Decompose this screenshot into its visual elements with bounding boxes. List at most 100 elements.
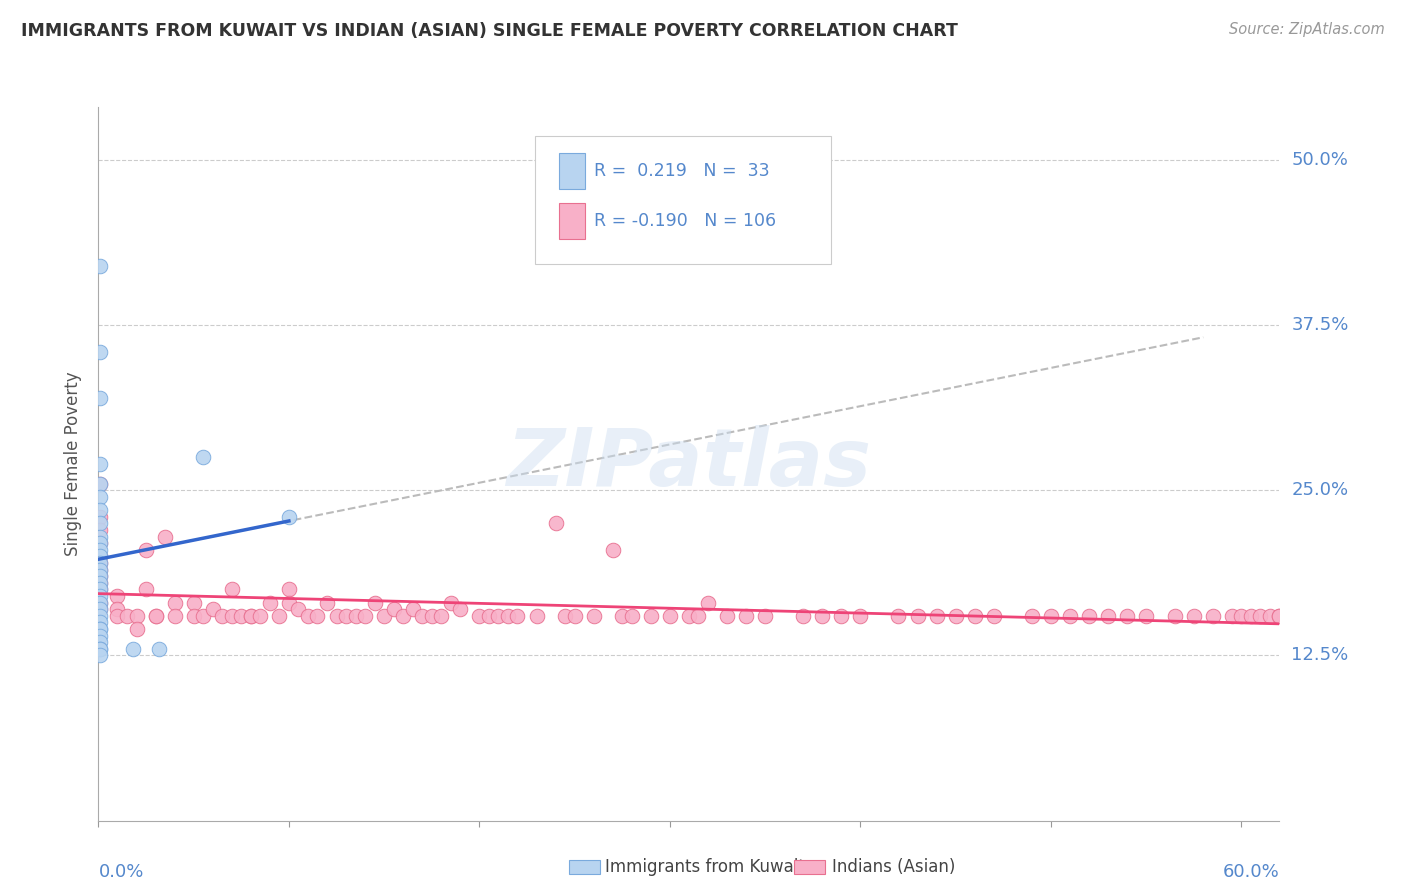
Point	[344, 608, 367, 623]
Point	[678, 608, 700, 623]
Point	[89, 563, 111, 577]
Text: 25.0%: 25.0%	[1291, 482, 1348, 500]
Point	[89, 641, 111, 656]
Point	[277, 582, 299, 597]
Point	[89, 641, 111, 656]
Point	[307, 608, 329, 623]
Point	[792, 608, 814, 623]
Point	[849, 608, 872, 623]
Point	[316, 596, 339, 610]
Point	[735, 608, 758, 623]
Point	[193, 450, 215, 465]
Text: 60.0%: 60.0%	[1223, 863, 1279, 881]
Point	[1220, 608, 1243, 623]
Point	[1135, 608, 1157, 623]
Point	[1163, 608, 1185, 623]
Point	[89, 582, 111, 597]
Point	[89, 536, 111, 550]
Point	[89, 457, 111, 471]
Point	[183, 608, 205, 623]
Point	[163, 608, 186, 623]
Point	[89, 556, 111, 570]
Point	[89, 615, 111, 630]
Point	[89, 622, 111, 636]
Point	[1268, 608, 1291, 623]
Text: IMMIGRANTS FROM KUWAIT VS INDIAN (ASIAN) SINGLE FEMALE POVERTY CORRELATION CHART: IMMIGRANTS FROM KUWAIT VS INDIAN (ASIAN)…	[21, 22, 957, 40]
Point	[135, 542, 157, 557]
Point	[1097, 608, 1119, 623]
Point	[544, 516, 567, 531]
Point	[89, 596, 111, 610]
Point	[89, 582, 111, 597]
Point	[420, 608, 443, 623]
Point	[1021, 608, 1043, 623]
Point	[1202, 608, 1225, 623]
Text: 50.0%: 50.0%	[1291, 151, 1348, 169]
Point	[89, 549, 111, 564]
Point	[89, 509, 111, 524]
Point	[468, 608, 491, 623]
Point	[354, 608, 377, 623]
Point	[620, 608, 643, 623]
Point	[1268, 608, 1291, 623]
Point	[89, 391, 111, 405]
Point	[89, 589, 111, 603]
Point	[830, 608, 852, 623]
Point	[89, 622, 111, 636]
Point	[89, 635, 111, 649]
Point	[945, 608, 967, 623]
Text: R = -0.190   N = 106: R = -0.190 N = 106	[595, 212, 776, 230]
Text: Source: ZipAtlas.com: Source: ZipAtlas.com	[1229, 22, 1385, 37]
Point	[277, 509, 299, 524]
Point	[89, 476, 111, 491]
Point	[89, 536, 111, 550]
Point	[89, 563, 111, 577]
Point	[135, 582, 157, 597]
Text: Immigrants from Kuwait: Immigrants from Kuwait	[605, 858, 804, 876]
Point	[983, 608, 1005, 623]
Point	[335, 608, 357, 623]
Point	[716, 608, 738, 623]
Point	[1249, 608, 1271, 623]
Bar	[560, 153, 585, 189]
Point	[89, 629, 111, 643]
Point	[201, 602, 224, 616]
Point	[506, 608, 529, 623]
Point	[89, 569, 111, 583]
Point	[811, 608, 834, 623]
Text: 37.5%: 37.5%	[1291, 316, 1348, 334]
Point	[89, 259, 111, 273]
Point	[325, 608, 347, 623]
Point	[754, 608, 776, 623]
Point	[277, 596, 299, 610]
Point	[89, 503, 111, 517]
Point	[582, 608, 605, 623]
Point	[1182, 608, 1205, 623]
Text: R =  0.219   N =  33: R = 0.219 N = 33	[595, 162, 770, 180]
Point	[1078, 608, 1101, 623]
Point	[89, 608, 111, 623]
Point	[907, 608, 929, 623]
Y-axis label: Single Female Poverty: Single Female Poverty	[65, 372, 83, 556]
Point	[89, 344, 111, 359]
FancyBboxPatch shape	[536, 136, 831, 264]
Point	[658, 608, 681, 623]
Point	[89, 556, 111, 570]
Point	[925, 608, 948, 623]
Point	[1240, 608, 1263, 623]
Point	[163, 596, 186, 610]
Point	[1116, 608, 1139, 623]
Point	[89, 575, 111, 590]
Point	[89, 523, 111, 537]
Point	[526, 608, 548, 623]
Point	[1059, 608, 1081, 623]
Point	[221, 608, 243, 623]
Point	[125, 622, 148, 636]
Point	[602, 542, 624, 557]
Point	[411, 608, 433, 623]
Point	[89, 648, 111, 663]
Point	[249, 608, 271, 623]
Point	[402, 602, 425, 616]
Point	[440, 596, 463, 610]
Point	[121, 641, 143, 656]
